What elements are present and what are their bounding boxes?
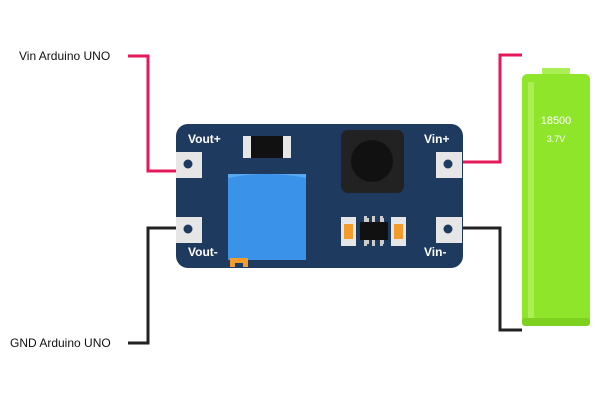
- potentiometer: [228, 174, 306, 268]
- vin-arduino-label: Vin Arduino UNO: [19, 49, 110, 63]
- battery-voltage-label: 3.7V: [547, 134, 566, 144]
- gnd-arduino-label: GND Arduino UNO: [10, 336, 111, 350]
- boost-converter-board: Vout+ Vout- Vin+ Vin-: [176, 124, 463, 268]
- inductor: [341, 130, 404, 193]
- battery-18500: 18500 3.7V: [522, 68, 590, 326]
- battery-negative-wire: [447, 226, 522, 332]
- label-vout-plus: Vout+: [188, 132, 221, 146]
- smd-capacitor-right: [391, 217, 406, 246]
- label-vin-plus: Vin+: [424, 132, 449, 146]
- pad-vin-minus: [436, 217, 462, 243]
- smd-diode: [243, 136, 291, 158]
- pad-vout-minus: [176, 217, 202, 243]
- label-vin-minus: Vin-: [424, 245, 446, 259]
- pad-vout-plus: [176, 152, 202, 178]
- label-vout-minus: Vout-: [188, 245, 218, 259]
- vin-arduino-wire: [128, 54, 187, 173]
- pad-vin-plus: [436, 152, 462, 178]
- battery-model-label: 18500: [541, 115, 572, 127]
- smd-capacitor-left: [341, 217, 356, 246]
- gnd-arduino-wire: [128, 226, 187, 345]
- battery-positive-wire: [447, 53, 522, 164]
- ic-chip: [360, 216, 388, 246]
